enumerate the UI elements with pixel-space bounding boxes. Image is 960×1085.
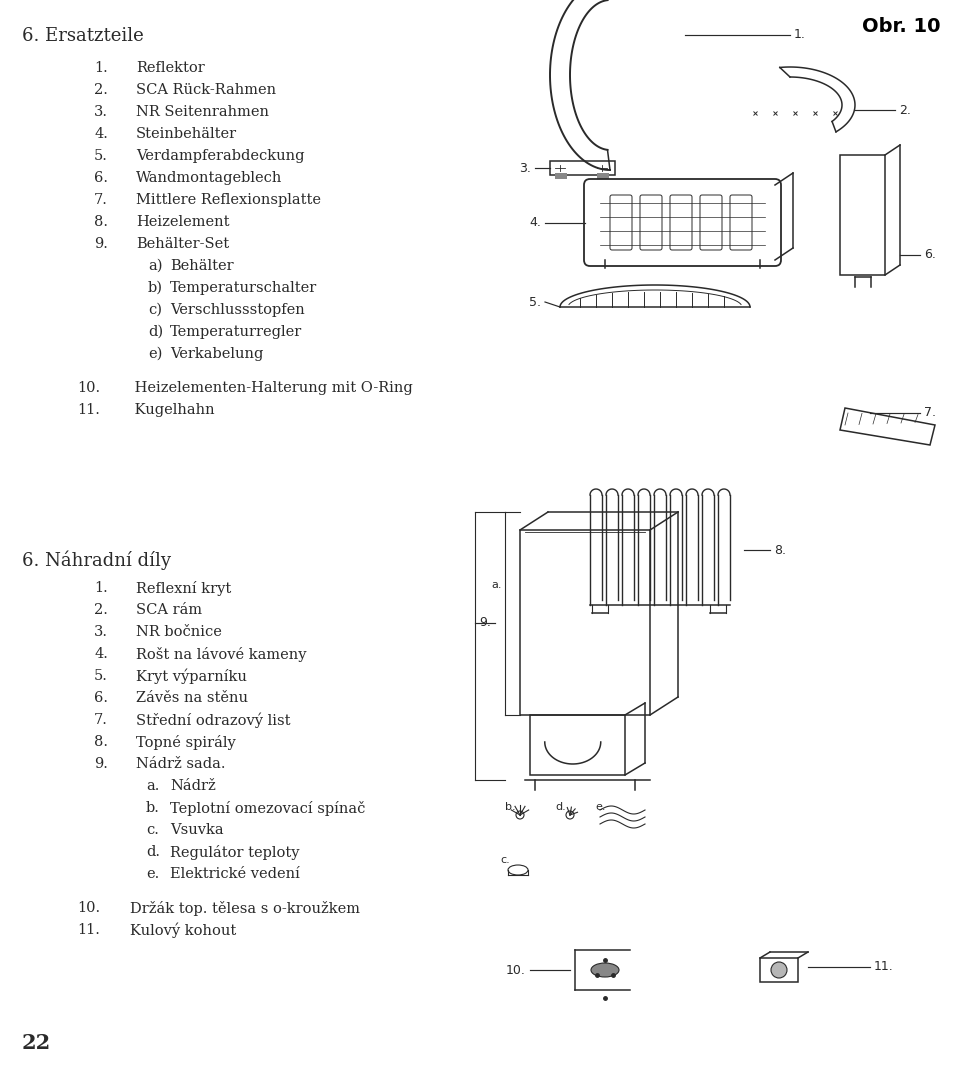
Text: Závěs na stěnu: Závěs na stěnu: [136, 691, 248, 705]
Text: Regulátor teploty: Regulátor teploty: [170, 845, 300, 860]
Text: Behälter: Behälter: [170, 259, 233, 273]
Text: b): b): [148, 281, 163, 295]
Text: d): d): [148, 326, 163, 339]
Text: 9.: 9.: [94, 237, 108, 251]
Text: Behälter-Set: Behälter-Set: [136, 237, 229, 251]
Text: a.: a.: [492, 580, 502, 590]
Text: Kulový kohout: Kulový kohout: [130, 923, 236, 939]
Text: d.: d.: [146, 845, 160, 859]
Text: 1.: 1.: [794, 28, 805, 41]
Text: b.: b.: [505, 802, 516, 812]
Text: Reflektor: Reflektor: [136, 61, 204, 75]
Bar: [760, 958, 798, 982]
Text: c.: c.: [500, 855, 510, 865]
Text: 8.: 8.: [774, 544, 786, 557]
Text: 11.: 11.: [77, 403, 100, 417]
Text: e.: e.: [146, 867, 159, 881]
Text: 6. Ersatzteile: 6. Ersatzteile: [22, 27, 144, 44]
Text: 7.: 7.: [924, 407, 936, 420]
Text: 5.: 5.: [94, 669, 108, 682]
Bar: [555, 173, 567, 179]
Text: Obr. 10: Obr. 10: [861, 17, 940, 36]
Text: 22: 22: [22, 1033, 51, 1054]
Text: 6.: 6.: [94, 171, 108, 186]
Text: 4.: 4.: [529, 216, 541, 229]
Text: NR bočnice: NR bočnice: [136, 625, 222, 639]
Text: Střední odrazový list: Střední odrazový list: [136, 713, 291, 728]
Text: Rošt na lávové kameny: Rošt na lávové kameny: [136, 647, 306, 662]
Bar: [530, 715, 625, 775]
Text: 11.: 11.: [77, 923, 100, 937]
Text: Nádrž sada.: Nádrž sada.: [136, 757, 226, 771]
Text: e.: e.: [595, 802, 606, 812]
Text: Mittlere Reflexionsplatte: Mittlere Reflexionsplatte: [136, 193, 321, 207]
Text: 6.: 6.: [924, 248, 936, 261]
Text: 5.: 5.: [94, 149, 108, 163]
Circle shape: [771, 962, 787, 978]
Text: a): a): [148, 259, 162, 273]
Text: a.: a.: [146, 779, 159, 793]
Text: 7.: 7.: [94, 193, 108, 207]
Text: Kryt výparníku: Kryt výparníku: [136, 669, 247, 685]
Text: 7.: 7.: [94, 713, 108, 727]
Text: 4.: 4.: [94, 127, 108, 141]
Text: Teplotní omezovací spínač: Teplotní omezovací spínač: [170, 801, 366, 816]
Text: Heizelement: Heizelement: [136, 215, 229, 229]
Text: Verdampferabdeckung: Verdampferabdeckung: [136, 149, 304, 163]
Text: 6.: 6.: [94, 691, 108, 705]
Text: Verkabelung: Verkabelung: [170, 347, 263, 361]
Text: Držák top. tělesa s o-kroužkem: Držák top. tělesa s o-kroužkem: [130, 901, 360, 916]
Ellipse shape: [591, 963, 619, 976]
Text: 8.: 8.: [94, 735, 108, 749]
Text: 10.: 10.: [506, 963, 526, 976]
Text: Vsuvka: Vsuvka: [170, 824, 224, 837]
Text: 10.: 10.: [77, 381, 100, 395]
Text: 6. Náhradní díly: 6. Náhradní díly: [22, 550, 171, 570]
Bar: [520, 529, 650, 715]
Text: b.: b.: [146, 801, 160, 815]
Text: Heizelementen-Halterung mit O-Ring: Heizelementen-Halterung mit O-Ring: [130, 381, 413, 395]
Bar: [840, 155, 885, 275]
Text: d.: d.: [555, 802, 565, 812]
Text: 2.: 2.: [899, 103, 911, 116]
Text: 9.: 9.: [479, 616, 491, 629]
Text: SCA Rück-Rahmen: SCA Rück-Rahmen: [136, 82, 276, 97]
Text: Wandmontageblech: Wandmontageblech: [136, 171, 282, 186]
Text: 3.: 3.: [94, 105, 108, 119]
Bar: [550, 161, 615, 175]
Text: 3.: 3.: [94, 625, 108, 639]
Text: Nádrž: Nádrž: [170, 779, 216, 793]
Text: Temperaturschalter: Temperaturschalter: [170, 281, 317, 295]
Text: 5.: 5.: [529, 295, 541, 308]
Text: Steinbehälter: Steinbehälter: [136, 127, 237, 141]
Text: Topné spirály: Topné spirály: [136, 735, 236, 750]
Text: 2.: 2.: [94, 603, 108, 617]
Text: Kugelhahn: Kugelhahn: [130, 403, 215, 417]
Text: 4.: 4.: [94, 647, 108, 661]
Text: 10.: 10.: [77, 901, 100, 915]
Text: Temperaturregler: Temperaturregler: [170, 326, 302, 339]
Text: e): e): [148, 347, 162, 361]
Text: Reflexní kryt: Reflexní kryt: [136, 580, 231, 596]
Text: 1.: 1.: [94, 61, 108, 75]
Text: Verschlussstopfen: Verschlussstopfen: [170, 303, 304, 317]
Text: Elektrické vedení: Elektrické vedení: [170, 867, 300, 881]
Text: 11.: 11.: [874, 960, 894, 973]
Text: NR Seitenrahmen: NR Seitenrahmen: [136, 105, 269, 119]
Text: 3.: 3.: [519, 162, 531, 175]
Text: c): c): [148, 303, 162, 317]
Text: 9.: 9.: [94, 757, 108, 771]
Bar: [597, 173, 609, 179]
Text: 2.: 2.: [94, 82, 108, 97]
Text: c.: c.: [146, 824, 158, 837]
Text: SCA rám: SCA rám: [136, 603, 203, 617]
Text: 1.: 1.: [94, 580, 108, 595]
Text: 8.: 8.: [94, 215, 108, 229]
